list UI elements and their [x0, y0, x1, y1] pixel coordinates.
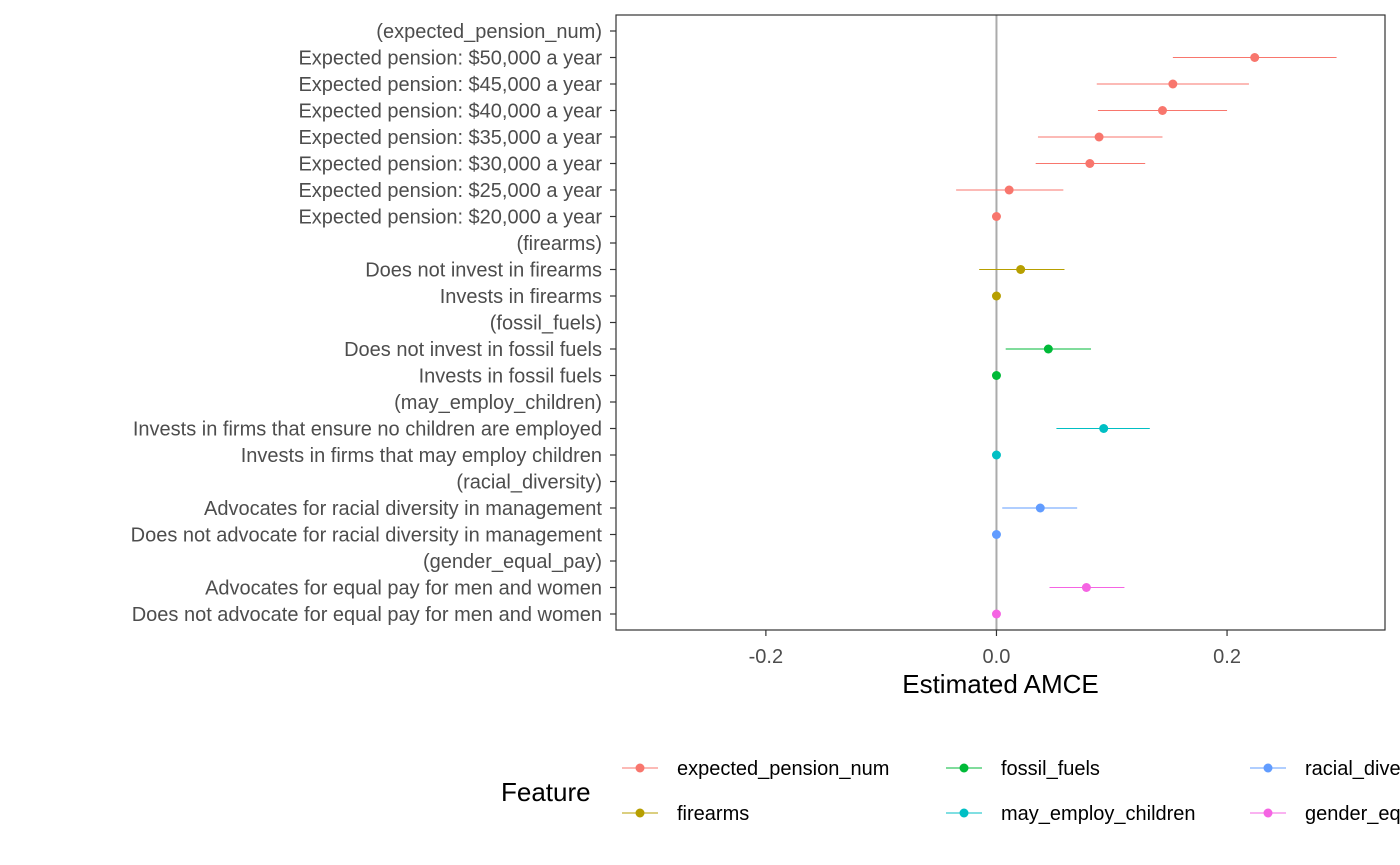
y-tick-label: Invests in firms that ensure no children… [133, 419, 602, 441]
y-tick-label: Expected pension: $40,000 a year [298, 101, 602, 123]
estimate-point [991, 609, 1001, 619]
estimate-point [1157, 106, 1167, 115]
legend-label: firearms [677, 803, 749, 825]
legend-key-point [959, 763, 969, 773]
plot-panel-border [615, 14, 1386, 631]
x-tick-label: 0.2 [1213, 646, 1241, 668]
y-tick-label: Expected pension: $50,000 a year [298, 48, 602, 70]
legend-label: fossil_fuels [1001, 758, 1100, 780]
legend-key-point [635, 808, 645, 818]
estimate-point [1043, 344, 1053, 354]
y-tick-label: (may_employ_children) [394, 392, 602, 414]
estimate-point [1081, 583, 1091, 592]
legend-key-point [1263, 808, 1273, 818]
x-axis-title: Estimated AMCE [902, 669, 1099, 699]
legend-key-point [635, 763, 645, 773]
y-tick-label: Expected pension: $30,000 a year [298, 154, 602, 176]
y-tick-label: Does not invest in firearms [365, 260, 602, 282]
y-tick-label: (racial_diversity) [456, 472, 602, 494]
y-tick-label: Advocates for equal pay for men and wome… [205, 578, 602, 600]
y-tick-label: Expected pension: $35,000 a year [298, 127, 602, 149]
estimate-point [1016, 265, 1026, 274]
x-tick-label: 0.0 [983, 646, 1011, 668]
legend-label: may_employ_children [1001, 803, 1196, 825]
y-tick-label: Does not advocate for racial diversity i… [131, 525, 603, 547]
estimate-point [1250, 53, 1260, 62]
estimate-point [1085, 159, 1095, 168]
estimate-marks [956, 53, 1337, 619]
y-tick-label: (fossil_fuels) [490, 313, 602, 335]
y-tick-label: Does not advocate for equal pay for men … [132, 604, 602, 626]
estimate-point [991, 212, 1001, 221]
y-tick-label: Expected pension: $25,000 a year [298, 180, 602, 202]
estimate-point [991, 291, 1001, 301]
y-axis-ticks [610, 30, 616, 615]
estimate-point [991, 371, 1001, 380]
estimate-point [1004, 185, 1014, 195]
legend-label: racial_diversity [1305, 758, 1400, 780]
estimate-point [991, 450, 1001, 460]
legend-label: expected_pension_num [677, 758, 889, 780]
legend-key-point [1263, 763, 1273, 773]
legend-label: gender_equal_pay [1305, 803, 1400, 825]
y-tick-label: Invests in firms that may employ childre… [241, 445, 602, 467]
legend-title: Feature [501, 777, 591, 807]
estimate-point [1094, 132, 1104, 142]
estimate-point [1035, 503, 1045, 513]
y-tick-label: Invests in fossil fuels [419, 366, 602, 388]
y-tick-label: (expected_pension_num) [376, 21, 602, 43]
y-tick-label: Advocates for racial diversity in manage… [204, 498, 602, 520]
y-tick-label: Does not invest in fossil fuels [344, 339, 602, 361]
legend: expected_pension_num firearms fossil_fuels… [622, 758, 1400, 825]
legend-key-point [959, 808, 969, 818]
y-tick-label: Expected pension: $45,000 a year [298, 74, 602, 96]
estimate-point [1099, 424, 1109, 433]
estimate-point [991, 530, 1001, 539]
y-tick-label: Invests in firearms [440, 286, 602, 308]
y-tick-label: Expected pension: $20,000 a year [298, 207, 602, 229]
y-tick-label: (firearms) [516, 233, 602, 255]
x-axis: -0.2 0.0 0.2 [749, 630, 1241, 668]
y-axis-labels: (expected_pension_num) Expected pension: … [131, 21, 603, 626]
x-tick-label: -0.2 [749, 646, 783, 668]
y-tick-label: (gender_equal_pay) [423, 551, 602, 573]
estimate-point [1168, 79, 1178, 89]
